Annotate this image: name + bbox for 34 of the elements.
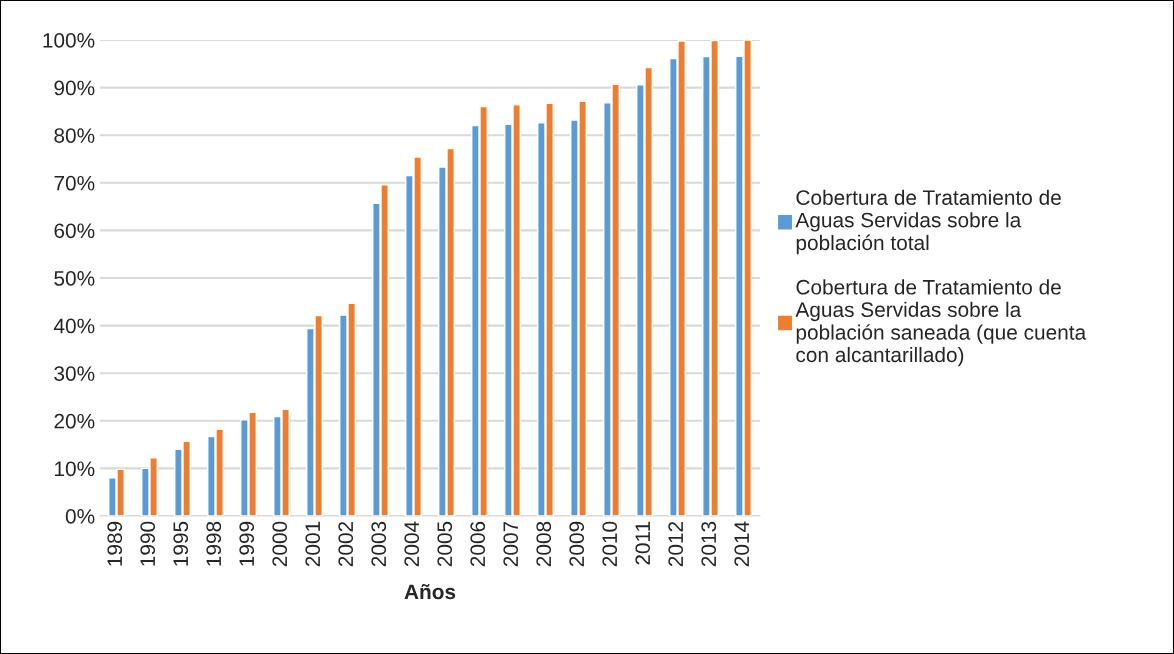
x-tick-label: 2013 — [701, 521, 717, 567]
legend-label: Cobertura de Tratamiento de Aguas Servidas sobre la población total — [795, 189, 1061, 255]
y-tick-label: 70% — [54, 175, 95, 191]
x-tick-label: 2010 — [602, 521, 618, 567]
x-tick-label: 2001 — [305, 521, 321, 567]
x-tick-label: 2007 — [503, 521, 519, 567]
y-tick-label: 0% — [65, 509, 95, 524]
y-tick-label: 20% — [54, 413, 95, 429]
x-tick-label: 2009 — [569, 521, 585, 567]
x-tick-label: 2014 — [734, 521, 750, 567]
x-tick-label: 2005 — [437, 521, 453, 567]
x-tick-label: 2008 — [536, 521, 552, 567]
y-tick-label: 60% — [54, 223, 95, 239]
y-tick-label: 10% — [55, 461, 95, 477]
y-tick-label: 100% — [43, 33, 95, 48]
y-tick-label: 50% — [54, 271, 95, 286]
x-tick-label: 1999 — [239, 521, 255, 566]
x-tick-label: 2002 — [338, 521, 354, 567]
x-tick-label: 2004 — [404, 521, 420, 567]
y-tick-label: 30% — [54, 366, 95, 381]
x-tick-label: 1998 — [206, 521, 222, 566]
x-tick-label: 2012 — [668, 521, 684, 567]
y-tick-label: 80% — [54, 128, 95, 143]
x-tick-label: 2011 — [635, 521, 651, 565]
y-tick-label: 90% — [54, 80, 95, 96]
legend-label: Cobertura de Tratamiento de Aguas Servidas sobre la población saneada (que cuenta con alcantarillado) — [795, 279, 1087, 367]
x-tick-label: 1990 — [140, 521, 156, 566]
x-tick-label: 1989 — [107, 521, 123, 566]
x-tick-label: 2000 — [272, 521, 288, 567]
y-tick-label: 40% — [53, 318, 95, 334]
x-tick-label: 1995 — [173, 521, 189, 566]
x-tick-label: 2003 — [371, 521, 387, 567]
x-tick-label: 2006 — [470, 521, 486, 567]
x-axis-title: Años — [404, 583, 456, 600]
